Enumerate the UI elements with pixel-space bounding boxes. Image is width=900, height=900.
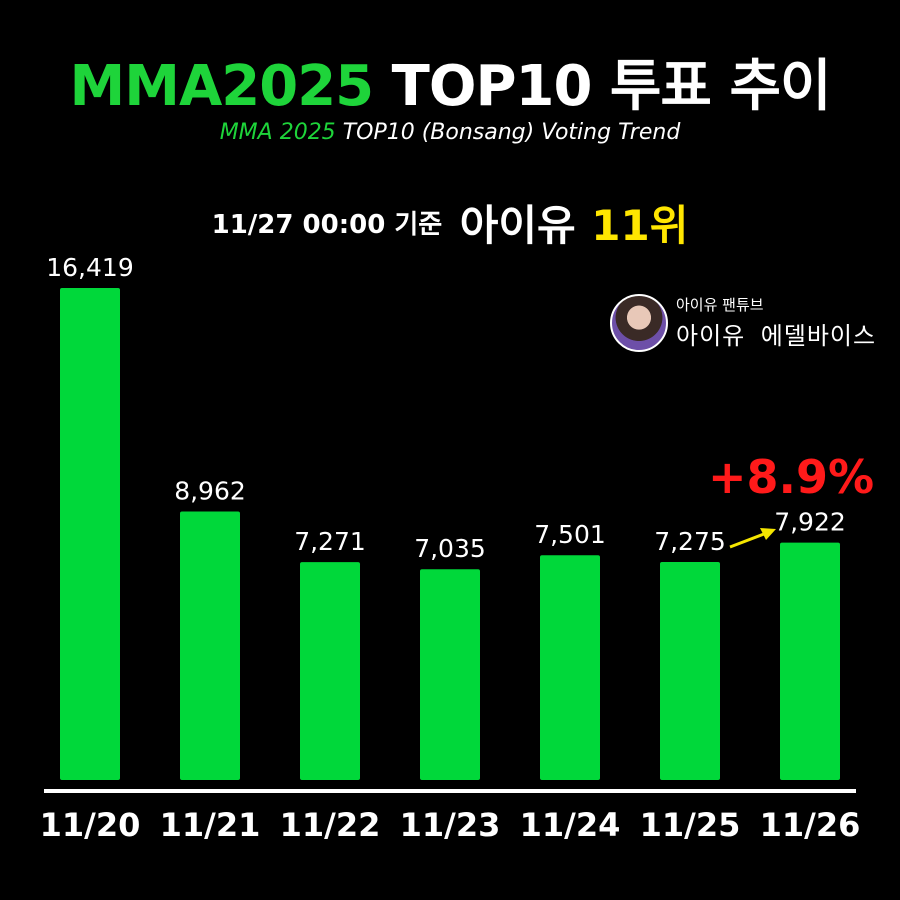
bars-group: 16,419 8,962 7,271 7,035 7,501 7,275 7,922 — [46, 253, 846, 780]
category-label: 11/24 — [520, 806, 621, 844]
bar-11/22 — [300, 562, 360, 780]
chart-subtitle: MMA 2025 TOP10 (Bonsang) Voting Trend — [0, 120, 900, 145]
value-label: 8,962 — [174, 476, 246, 505]
category-labels-group: 11/20 11/21 11/22 11/23 11/24 11/25 11/26 — [40, 806, 861, 844]
category-label: 11/21 — [160, 806, 261, 844]
value-label: 7,501 — [534, 520, 606, 549]
subtitle-rest: TOP10 (Bonsang) Voting Trend — [342, 120, 681, 145]
category-label: 11/25 — [640, 806, 741, 844]
category-label: 11/23 — [400, 806, 501, 844]
bar-11/25 — [660, 562, 720, 780]
trend-arrow — [729, 528, 776, 549]
trend-arrow-head — [760, 528, 776, 540]
trend-arrow-line — [729, 532, 765, 549]
ranking-basis: 11/27 00:00 기준 아이유 11위 — [0, 192, 900, 253]
artist-rank: 11위 — [591, 201, 689, 250]
basis-time: 11/27 00:00 기준 — [211, 210, 443, 240]
bar-11/26 — [780, 542, 840, 780]
channel-name: 아이유 에델바이스 — [676, 322, 877, 350]
bar-11/21 — [180, 511, 240, 780]
category-label: 11/26 — [760, 806, 861, 844]
bar-11/23 — [420, 569, 480, 780]
title-rest: TOP10 투표 추이 — [391, 54, 832, 119]
channel-badge: 아이유 팬튜브 아이유 에델바이스 — [610, 292, 875, 354]
channel-subtitle: 아이유 팬튜브 — [676, 296, 764, 314]
value-label: 7,035 — [414, 534, 486, 563]
avatar — [610, 294, 668, 352]
bar-11/20 — [60, 288, 120, 780]
value-label: 7,922 — [774, 508, 846, 537]
value-label: 7,271 — [294, 527, 366, 556]
title-accent: MMA2025 — [69, 54, 374, 119]
category-label: 11/22 — [280, 806, 381, 844]
chart-title: MMA2025 TOP10 투표 추이 — [0, 52, 900, 122]
bar-11/24 — [540, 555, 600, 780]
value-label: 16,419 — [46, 253, 133, 282]
category-label: 11/20 — [40, 806, 141, 844]
artist-name: 아이유 — [459, 201, 576, 250]
subtitle-accent: MMA 2025 — [219, 120, 336, 145]
value-label: 7,275 — [654, 527, 726, 556]
change-label: +8.9% — [708, 450, 875, 504]
